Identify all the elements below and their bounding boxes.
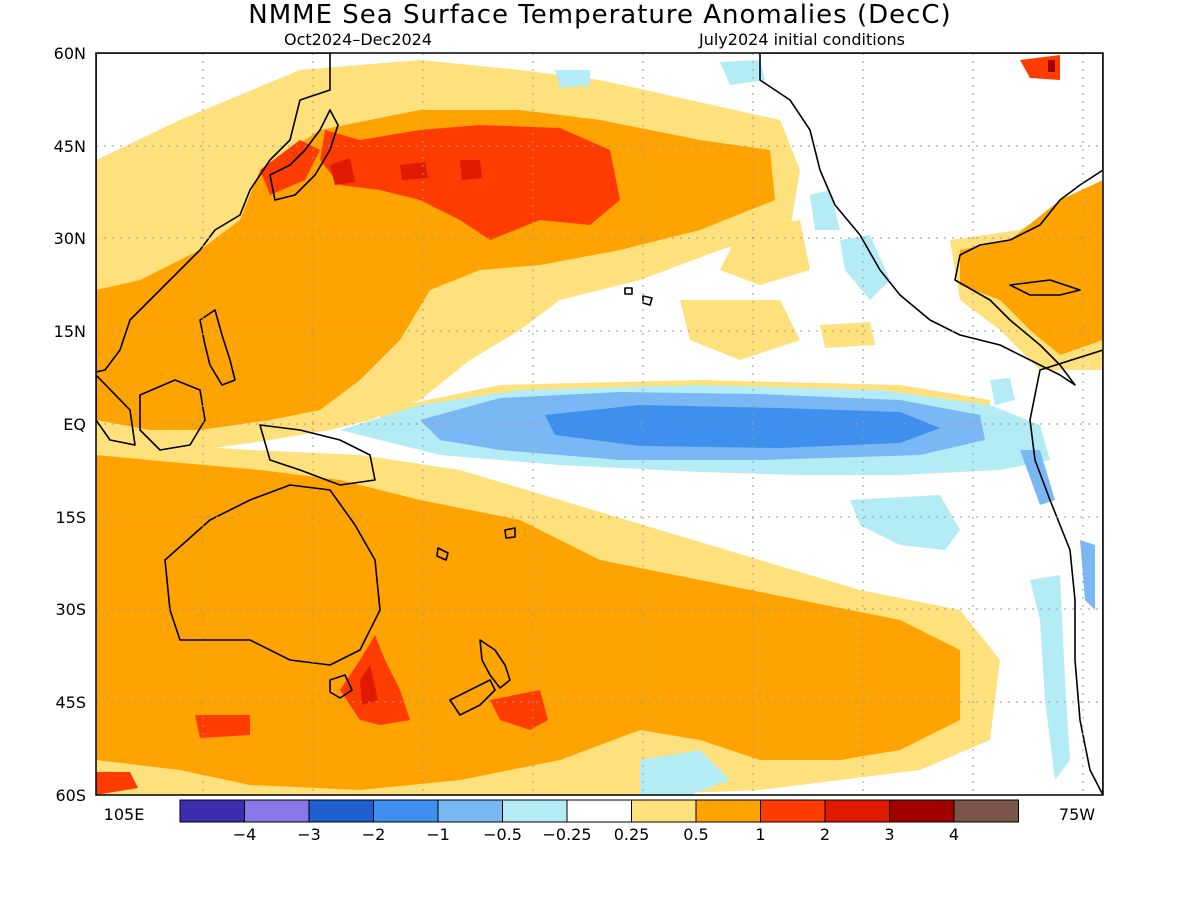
philippines-land [199,309,236,386]
colorbar-swatch [953,799,1019,823]
galapagos-cyan [990,378,1015,405]
tasmania-land [329,674,353,699]
colorbar-tick-label: −4 [233,825,257,844]
lat-label-60s: 60S [55,786,86,805]
kuroshio-core [330,158,355,185]
colorbar-swatch [502,799,568,823]
new-caledonia-island [436,547,449,561]
colorbar-swatch [244,799,310,823]
nz-north-land [479,639,511,689]
lat-label-15s: 15S [55,508,86,527]
lat-label-15n: 15N [54,322,86,341]
indian-ocean-orange [96,460,200,650]
colorbar-tick-label: −0.5 [483,825,522,844]
sumatra-land [96,374,136,446]
lat-label-60n: 60N [54,44,86,63]
south-america-land [1029,349,1103,795]
colorbar-tick-label: 4 [949,825,959,844]
ne-pacific-yellow-2 [680,300,800,360]
colorbar-swatch [437,799,503,823]
kuroshio-spot-2 [460,160,482,180]
north-cyan [555,70,590,88]
ne-pacific-yellow-3 [820,322,875,348]
forecast-period-label: Oct2024–Dec2024 [284,30,432,49]
gulf-orange [960,180,1103,355]
japan-land [269,109,339,201]
colorbar-swatch [889,799,955,823]
colorbar-tick-label: −1 [426,825,450,844]
colorbar-tick-label: −0.25 [542,825,591,844]
kuroshio-spot-1 [400,162,428,180]
southwest-nz-red [490,690,548,730]
borneo-land [139,379,206,451]
lon-label-right: 75W [1059,805,1095,824]
colorbar-tick-label: −3 [297,825,321,844]
colorbar-tick-label: 1 [755,825,765,844]
ne-pacific-yellow-1 [720,220,810,285]
anomaly-cool-areas [340,60,1095,795]
colorbar-swatch [760,799,826,823]
tasman-core [360,665,378,705]
anomaly-moderate-warm-areas [96,110,1103,790]
new-guinea-land [259,424,376,486]
lat-label-45s: 45S [55,693,86,712]
initial-conditions-label: July2024 initial conditions [698,30,905,49]
latitude-labels: 60N 45N 30N 15N EQ 15S 30S 45S 60S [54,44,86,805]
cuba-land [1009,279,1081,296]
southwest-corner-red [96,772,138,795]
colorbar-swatch [179,799,245,823]
hawaii-island-2 [642,295,653,306]
lat-label-30s: 30S [55,600,86,619]
lon-label-left: 105E [104,805,145,824]
plot-frame [95,52,1104,796]
california-cyan [840,235,890,300]
colorbar-tick-label: 0.25 [614,825,650,844]
northeast-cyan [720,60,765,85]
equatorial-core-blue [545,405,940,448]
colorbar-swatch [824,799,890,823]
australia-land [164,484,381,666]
lat-label-30n: 30N [54,229,86,248]
land-masses [96,53,1103,795]
japan-coast-red [260,140,320,195]
colorbar-swatch [373,799,439,823]
nz-south-land [449,679,496,716]
southeast-cyan [850,495,960,550]
colorbar-tick-label: 3 [884,825,894,844]
colorbar-swatch [308,799,374,823]
lat-label-eq: EQ [63,415,86,434]
colorbar-swatch [566,799,632,823]
colorbar-tick-label: 2 [820,825,830,844]
colorbar: −4 −3 −2 −1 −0.5 −0.25 0.25 0.5 1 2 3 4 [179,799,1019,844]
chile-coast-blue [1080,540,1095,610]
asia-land [96,53,331,373]
anomaly-field [96,53,1103,795]
colorbar-swatch [631,799,697,823]
fiji-island [504,527,516,539]
north-america-land [759,53,1103,386]
southern-ocean-cyan [640,750,730,795]
south-pacific-orange [96,455,960,790]
south-american-coast-cyan [1030,575,1070,780]
nw-atlantic-core [1048,60,1055,72]
kuroshio-red [320,125,620,240]
colorbar-tick-label: −2 [362,825,386,844]
colorbar-swatch [695,799,761,823]
lat-label-45n: 45N [54,137,86,156]
colorbar-tick-label: 0.5 [683,825,708,844]
map-title: NMME Sea Surface Temperature Anomalies (… [248,0,951,30]
anomaly-very-strong-warm-areas [330,60,1055,705]
hawaii-island-1 [624,287,633,295]
anomaly-strong-warm-areas [96,55,1060,795]
south-indian-red [195,715,250,738]
